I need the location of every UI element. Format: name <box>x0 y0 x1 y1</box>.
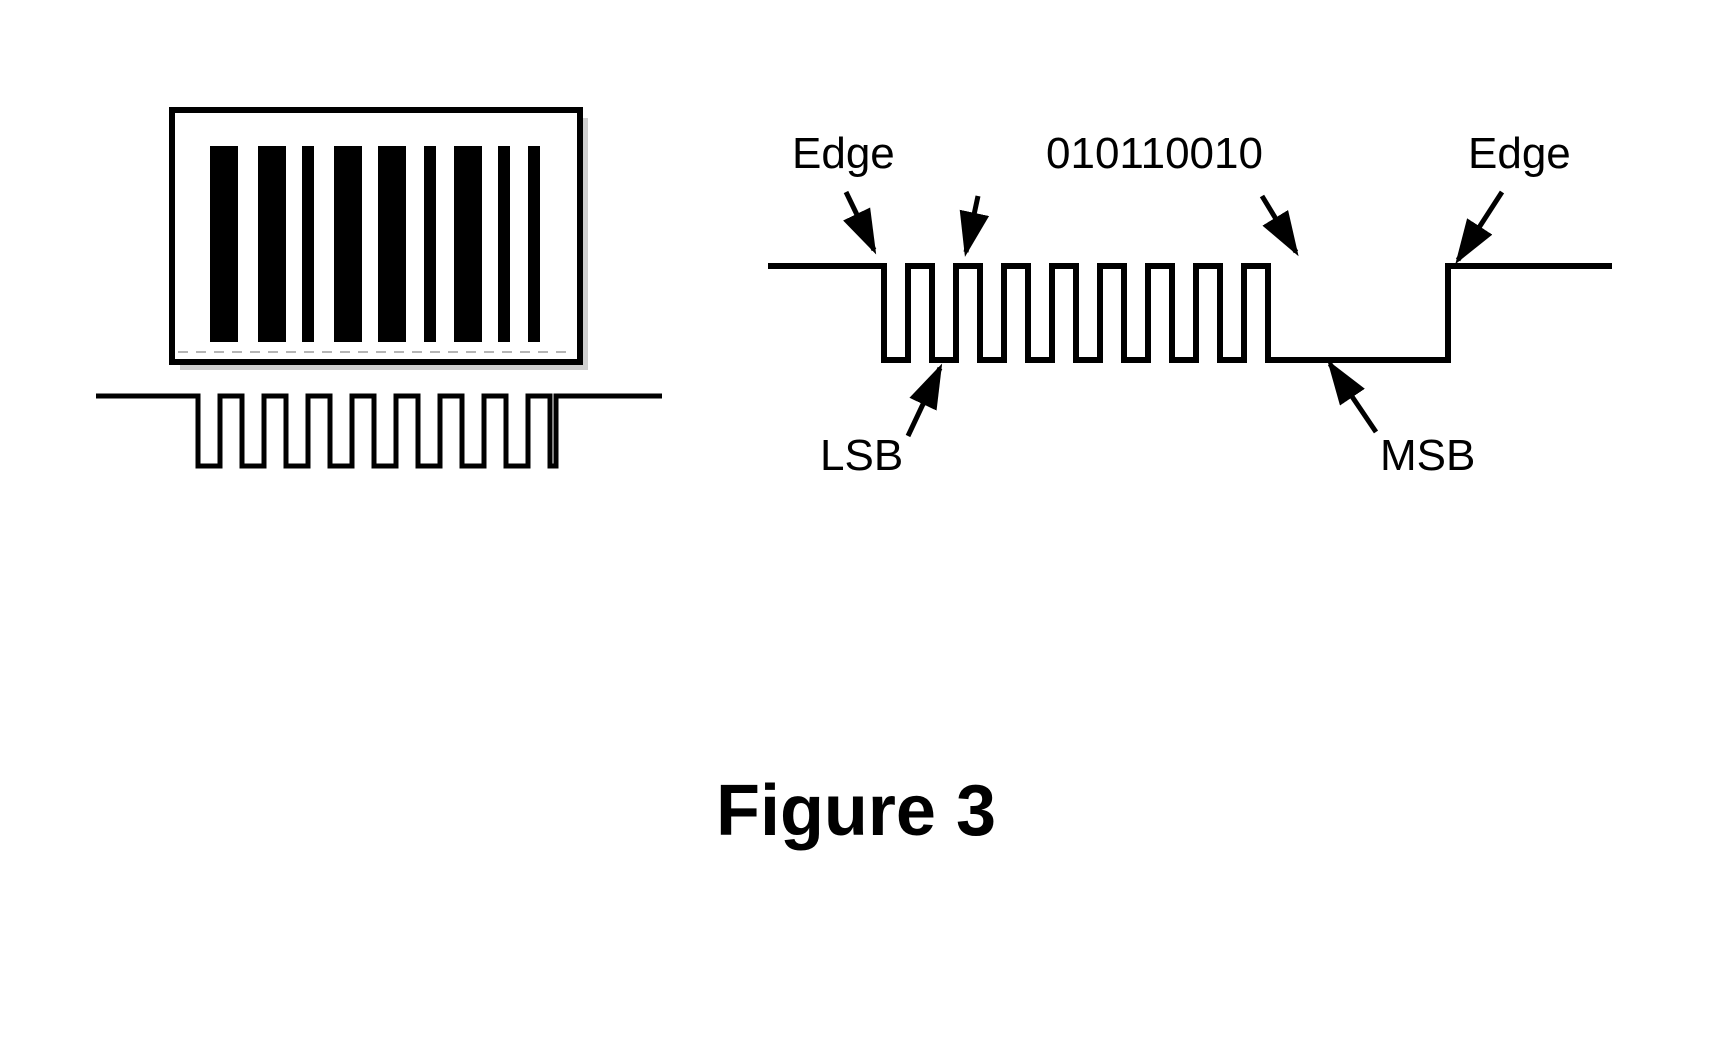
barcode-bar <box>302 146 314 342</box>
arrow-msb <box>1330 364 1376 432</box>
arrow-lsb <box>908 368 940 436</box>
label-edge-right: Edge <box>1468 129 1571 178</box>
barcode-bar <box>454 146 482 342</box>
barcode-bar <box>528 146 540 342</box>
arrow-bits-left <box>966 196 978 252</box>
label-bits: 010110010 <box>1046 129 1263 178</box>
barcode-bar <box>498 146 510 342</box>
left-waveform <box>96 396 662 466</box>
barcode-bar <box>334 146 362 342</box>
label-edge-left: Edge <box>792 129 895 178</box>
right-waveform <box>768 266 1612 360</box>
figure-caption: Figure 3 <box>0 770 1712 852</box>
arrow-edge-left <box>846 192 874 250</box>
left-panel <box>96 110 662 466</box>
barcode-bar <box>424 146 436 342</box>
right-panel: Edge 010110010 Edge LSB MSB <box>768 129 1612 480</box>
label-msb: MSB <box>1380 431 1475 480</box>
label-lsb: LSB <box>820 431 903 480</box>
arrow-edge-right <box>1458 192 1502 260</box>
barcode-bar <box>378 146 406 342</box>
barcode-bar <box>210 146 238 342</box>
barcode-bar <box>258 146 286 342</box>
arrow-bits-right <box>1262 196 1296 252</box>
